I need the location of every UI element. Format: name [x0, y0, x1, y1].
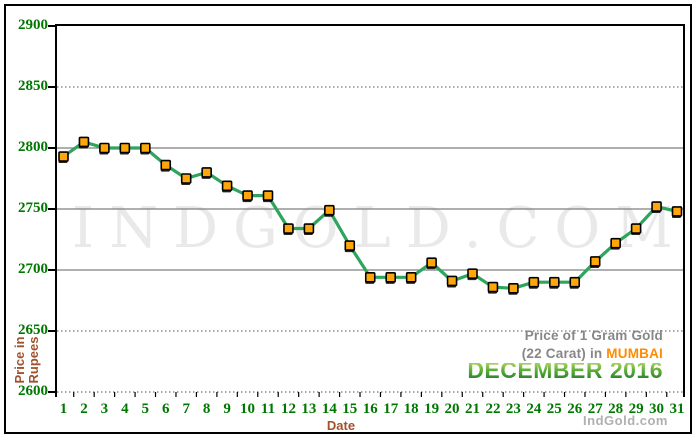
x-tick-label: 28: [608, 401, 624, 417]
data-point-marker: [651, 201, 662, 212]
y-tick-label: 2650: [18, 322, 48, 338]
data-point-marker: [487, 281, 499, 293]
data-point-marker: [221, 180, 233, 192]
x-tick-label: 29: [628, 401, 644, 417]
annotation-month-year: DECEMBER 2016: [467, 357, 663, 383]
plot-area: [55, 24, 685, 397]
x-tick-label: 5: [141, 401, 150, 417]
data-point-marker: [610, 237, 621, 249]
data-point-marker: [303, 223, 315, 234]
data-point-marker: [630, 223, 642, 234]
x-tick-label: 26: [567, 401, 583, 417]
data-point-marker: [671, 206, 683, 217]
y-tick-label: 2800: [18, 139, 48, 155]
x-tick-label: 20: [444, 401, 460, 417]
x-tick-label: 19: [424, 401, 440, 417]
data-point-marker: [99, 142, 110, 154]
y-axis-tick: [48, 269, 56, 271]
brand-text: IndGold.com: [583, 413, 668, 428]
x-tick-label: 4: [121, 401, 129, 417]
x-tick-label: 31: [669, 401, 685, 417]
watermark-text: INDGOLD.COM: [72, 196, 688, 261]
data-point-marker: [426, 257, 437, 268]
data-point-marker: [467, 268, 478, 279]
data-point-marker: [262, 190, 274, 201]
data-point-marker: [569, 276, 581, 288]
x-tick-label: 13: [301, 401, 317, 417]
x-tick-label: 16: [362, 401, 378, 417]
x-tick-label: 3: [100, 401, 109, 417]
data-point-marker: [58, 151, 69, 162]
y-axis-title-line2: Rupees: [26, 336, 41, 384]
x-tick-label: 24: [526, 401, 542, 417]
y-axis-tick: [48, 208, 56, 210]
x-tick-label: 2: [80, 401, 88, 417]
y-tick-label: 2600: [18, 383, 48, 399]
annotation-carat-text: (22 Carat) in: [521, 346, 607, 361]
x-tick-label: 22: [485, 401, 501, 417]
x-tick-label: 18: [403, 401, 419, 417]
data-point-marker: [548, 276, 560, 288]
chart-annotation-block: Price of 1 Gram Gold (22 Carat) in MUMBA…: [467, 328, 663, 383]
y-tick-label: 2850: [18, 78, 48, 94]
y-axis-tick: [48, 391, 56, 393]
x-tick-label: 10: [240, 401, 256, 417]
data-point-marker: [180, 173, 192, 184]
x-tick-label: 14: [321, 401, 337, 417]
data-point-marker: [324, 204, 335, 216]
data-point-marker: [528, 276, 540, 288]
x-axis-title: Date: [326, 418, 356, 433]
x-tick-label: 27: [587, 401, 603, 417]
x-tick-label: 9: [223, 401, 231, 417]
price-line: [61, 140, 679, 290]
x-tick-label: 25: [546, 401, 562, 417]
data-point-marker: [364, 272, 376, 283]
annotation-title-line2: (22 Carat) in MUMBAI: [467, 346, 663, 361]
x-tick-label: 7: [182, 401, 190, 417]
data-point-marker: [201, 167, 212, 178]
data-point-marker: [140, 142, 151, 154]
x-tick-label: 15: [342, 401, 358, 417]
data-point-marker: [78, 136, 90, 148]
data-point-marker: [160, 159, 172, 171]
x-tick-label: 12: [280, 401, 296, 417]
y-axis-tick: [48, 330, 56, 332]
x-tick-label: 23: [505, 401, 521, 417]
x-tick-label: 11: [260, 401, 276, 417]
x-tick-label: 17: [383, 401, 399, 417]
annotation-city-name: MUMBAI: [606, 346, 663, 361]
y-axis-tick: [48, 147, 56, 149]
annotation-title-line1: Price of 1 Gram Gold: [524, 328, 663, 343]
y-tick-label: 2750: [18, 200, 48, 216]
x-tick-label: 21: [465, 401, 480, 417]
x-tick-label: 1: [59, 401, 68, 417]
data-point-marker: [405, 272, 417, 283]
data-point-marker: [446, 275, 458, 287]
price-line-chart-svg: [57, 86, 683, 397]
x-tick-label: 30: [649, 401, 665, 417]
data-point-marker: [508, 282, 519, 294]
data-point-marker: [119, 142, 131, 154]
y-axis-title-line1: Price in: [12, 336, 27, 384]
x-tick-label: 6: [162, 401, 170, 417]
y-tick-label: 2700: [18, 261, 48, 277]
y-axis-tick: [48, 25, 56, 27]
data-point-marker: [242, 190, 253, 201]
data-point-marker: [589, 256, 601, 267]
data-point-marker: [283, 223, 294, 234]
data-point-marker: [344, 240, 356, 251]
x-tick-label: 8: [202, 401, 211, 417]
data-point-marker: [385, 272, 397, 283]
y-axis-tick: [48, 86, 56, 88]
y-tick-label: 2900: [18, 17, 48, 33]
